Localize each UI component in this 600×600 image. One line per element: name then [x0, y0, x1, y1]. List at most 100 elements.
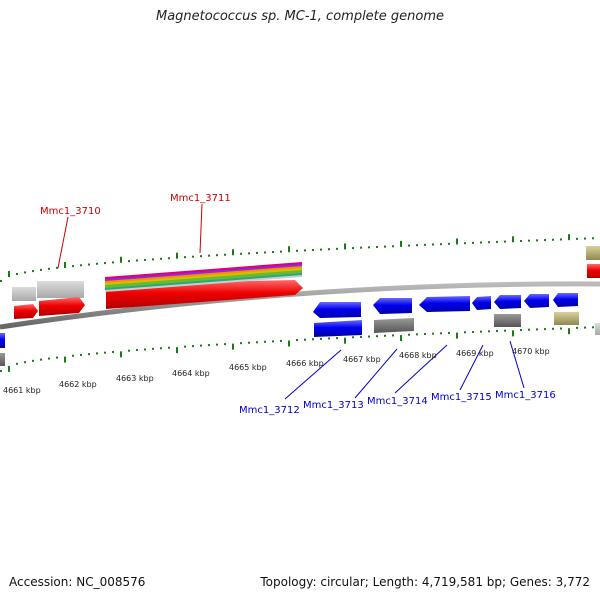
tick-mark — [456, 238, 458, 245]
tick-mark — [512, 330, 514, 337]
feature-block[interactable] — [12, 287, 36, 301]
tick-mark — [440, 243, 442, 246]
tick-mark — [104, 351, 106, 354]
tick-mark — [152, 258, 154, 261]
tick-mark — [32, 359, 34, 362]
tick-mark — [96, 352, 98, 355]
tick-mark — [96, 262, 98, 265]
axis-label: 4665 kbp — [229, 363, 267, 372]
tick-mark — [160, 347, 162, 350]
tick-mark — [288, 246, 290, 253]
tick-mark — [528, 239, 530, 242]
tick-mark — [416, 244, 418, 247]
axis-labels: 4661 kbp 4662 kbp 4663 kbp 4664 kbp 4665… — [3, 347, 550, 395]
tick-mark — [24, 271, 26, 274]
tick-mark — [584, 237, 586, 240]
feature-block[interactable] — [37, 281, 84, 298]
gene-reverse-arrow[interactable] — [494, 295, 521, 309]
gene-label[interactable]: Mmc1_3711 — [170, 193, 231, 204]
gene-label[interactable]: Mmc1_3712 — [239, 405, 300, 416]
tick-mark — [240, 252, 242, 255]
tick-mark — [432, 243, 434, 246]
gene-reverse-arrow[interactable] — [472, 296, 491, 310]
gene-label[interactable]: Mmc1_3710 — [40, 206, 101, 217]
tick-mark — [552, 327, 554, 330]
tick-mark — [376, 245, 378, 248]
gene-reverse-arrow[interactable] — [524, 294, 549, 308]
tick-mark — [504, 240, 506, 243]
feature-stripes[interactable] — [105, 262, 302, 292]
axis-label: 4664 kbp — [172, 369, 210, 378]
tick-mark — [128, 260, 130, 263]
tick-mark — [192, 345, 194, 348]
axis-label: 4667 kbp — [343, 355, 381, 364]
gene-reverse-arrow[interactable] — [313, 302, 361, 318]
tick-mark — [40, 358, 42, 361]
gene-forward-arrow[interactable] — [14, 304, 38, 319]
feature-block-blue[interactable] — [314, 320, 362, 337]
axis-label: 4662 kbp — [59, 380, 97, 389]
feature-block[interactable] — [554, 312, 579, 325]
gene-label-leaders — [57, 203, 525, 400]
tick-mark — [112, 350, 114, 353]
tick-mark — [176, 252, 178, 259]
gene-label[interactable]: Mmc1_3713 — [303, 400, 364, 411]
feature-block[interactable] — [595, 323, 600, 335]
tick-mark — [48, 357, 50, 360]
tick-mark — [456, 332, 458, 339]
gene-label[interactable]: Mmc1_3716 — [495, 390, 556, 401]
feature-block[interactable] — [0, 353, 5, 366]
tick-mark — [424, 243, 426, 246]
map-title: Magnetococcus sp. MC-1, complete genome — [155, 9, 445, 24]
gene-reverse-arrow[interactable] — [373, 298, 412, 314]
tick-mark — [448, 331, 450, 334]
feature-block[interactable] — [586, 246, 600, 260]
tick-mark — [0, 370, 2, 372]
gene-label[interactable]: Mmc1_3715 — [431, 392, 492, 403]
gene-reverse-arrow[interactable] — [553, 293, 578, 307]
tick-mark — [304, 338, 306, 341]
tick-mark — [296, 339, 298, 342]
tick-mark — [112, 261, 114, 264]
feature-block[interactable] — [494, 314, 521, 327]
tick-mark — [224, 343, 226, 346]
tick-mark — [352, 336, 354, 339]
tick-mark — [176, 347, 178, 354]
tick-mark — [184, 256, 186, 259]
tick-mark — [544, 328, 546, 331]
tick-mark — [320, 337, 322, 340]
axis-label: 4661 kbp — [3, 386, 41, 395]
tick-mark — [576, 237, 578, 240]
axis-label: 4666 kbp — [286, 359, 324, 368]
tick-mark — [88, 263, 90, 266]
gene-forward-arrow[interactable] — [39, 297, 85, 316]
gene-forward-block[interactable] — [587, 264, 600, 278]
gene-labels: Mmc1_3710 Mmc1_3711 Mmc1_3712 Mmc1_3713 … — [40, 193, 556, 416]
tick-mark — [256, 341, 258, 344]
tick-mark — [496, 329, 498, 332]
tick-mark — [216, 343, 218, 346]
gene-reverse-arrow[interactable] — [419, 296, 470, 312]
tick-mark — [56, 266, 58, 269]
tick-mark — [400, 240, 402, 247]
tick-mark — [592, 326, 594, 329]
tick-mark — [264, 251, 266, 254]
tick-mark — [264, 340, 266, 343]
tick-mark — [120, 351, 122, 358]
tick-mark — [504, 329, 506, 332]
tick-mark — [368, 246, 370, 249]
tick-mark — [336, 337, 338, 340]
tick-mark — [536, 239, 538, 242]
tick-mark — [240, 342, 242, 345]
feature-block[interactable] — [374, 318, 414, 333]
gene-label[interactable]: Mmc1_3714 — [367, 396, 428, 407]
tick-mark — [64, 356, 66, 363]
tick-mark — [8, 271, 10, 278]
tick-mark — [352, 247, 354, 250]
tick-mark — [144, 348, 146, 351]
tick-mark — [272, 340, 274, 343]
gene-reverse-arrow[interactable] — [0, 333, 5, 348]
tick-mark — [168, 346, 170, 349]
tick-track-lower — [0, 326, 594, 372]
